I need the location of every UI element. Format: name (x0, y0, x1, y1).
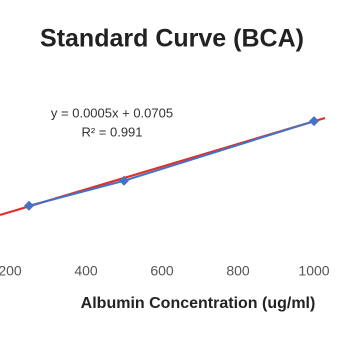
x-tick-label: 400 (74, 263, 98, 279)
x-tick-label: 600 (150, 263, 174, 279)
x-tick-label: 1000 (298, 263, 329, 279)
trendline-equation: y = 0.0005x + 0.0705 (51, 105, 173, 120)
r-squared: R² = 0.991 (81, 124, 142, 139)
x-tick-label: 800 (226, 263, 250, 279)
data-point (119, 175, 129, 186)
x-tick-label: 200 (0, 263, 22, 279)
data-point (309, 116, 319, 127)
x-axis-label: Albumin Concentration (ug/ml) (81, 295, 316, 312)
chart-title: Standard Curve (BCA) (40, 25, 304, 53)
data-point (24, 200, 34, 211)
